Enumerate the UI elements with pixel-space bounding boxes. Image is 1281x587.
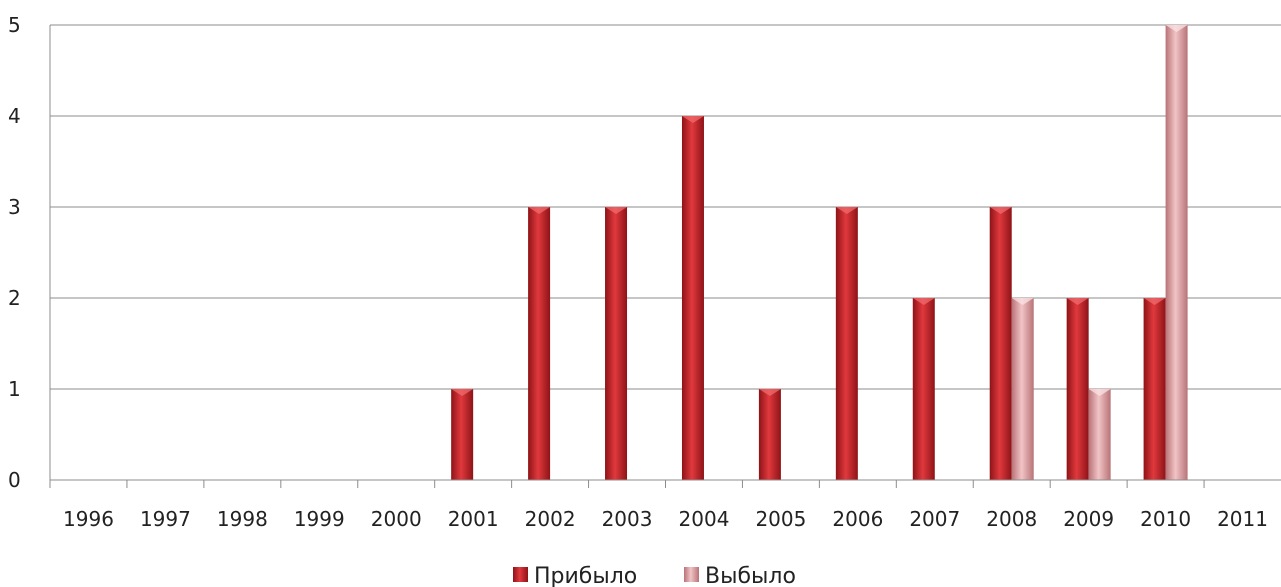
- bar-top-bevel: [835, 207, 858, 214]
- bar-top-bevel: [1011, 298, 1034, 305]
- bar-arrived: [605, 207, 628, 480]
- bar-top-bevel: [1143, 298, 1166, 305]
- x-tick-label: 2002: [525, 507, 576, 531]
- bar-top-bevel: [1165, 25, 1188, 32]
- x-tick-label: 2005: [755, 507, 806, 531]
- bar-top-bevel: [758, 389, 781, 396]
- legend-label-departed: Выбыло: [705, 564, 796, 587]
- bar-top-bevel: [605, 207, 628, 214]
- y-tick-label: 1: [8, 377, 21, 401]
- x-tick-label: 2008: [986, 507, 1037, 531]
- y-tick-label: 3: [8, 195, 21, 219]
- bar-arrived: [1143, 298, 1166, 480]
- x-tick-label: 1999: [294, 507, 345, 531]
- bar-departed: [1088, 389, 1111, 480]
- x-tick-label: 2010: [1140, 507, 1191, 531]
- legend-swatch-arrived: [513, 567, 528, 582]
- y-tick-label: 0: [8, 468, 21, 492]
- bar-arrived: [681, 116, 704, 480]
- bars: [451, 25, 1188, 480]
- x-tick-label: 2004: [679, 507, 730, 531]
- x-tick-label: 2009: [1063, 507, 1114, 531]
- x-tick-label: 1996: [63, 507, 114, 531]
- bar-arrived: [451, 389, 474, 480]
- bar-top-bevel: [451, 389, 474, 396]
- x-tick-label: 2003: [602, 507, 653, 531]
- bar-departed: [1011, 298, 1034, 480]
- legend: Прибыло Выбыло: [513, 564, 796, 587]
- legend-label-arrived: Прибыло: [534, 564, 637, 587]
- bar-top-bevel: [989, 207, 1012, 214]
- bar-top-bevel: [528, 207, 551, 214]
- x-tick-label: 2006: [832, 507, 883, 531]
- axes: 0 1 2 3 4 5 1996 1997 1998 1999 2000 2001 2002 2003 20…: [8, 13, 1281, 531]
- bar-top-bevel: [681, 116, 704, 123]
- x-tick-label: 1997: [140, 507, 191, 531]
- legend-swatch-departed: [684, 567, 699, 582]
- bar-arrived: [1066, 298, 1089, 480]
- bar-arrived: [758, 389, 781, 480]
- x-tick-label: 2000: [371, 507, 422, 531]
- x-tick-label: 2007: [909, 507, 960, 531]
- bar-arrived: [989, 207, 1012, 480]
- x-tick-label: 2001: [448, 507, 499, 531]
- y-tick-label: 5: [8, 13, 21, 37]
- bar-top-bevel: [1066, 298, 1089, 305]
- bar-top-bevel: [1088, 389, 1111, 396]
- x-tick-label: 2011: [1217, 507, 1268, 531]
- bar-arrived: [912, 298, 935, 480]
- y-tick-label: 4: [8, 104, 21, 128]
- x-tick-label: 1998: [217, 507, 268, 531]
- bar-top-bevel: [912, 298, 935, 305]
- bar-departed: [1165, 25, 1188, 480]
- bar-arrived: [528, 207, 551, 480]
- bar-arrived: [835, 207, 858, 480]
- y-tick-label: 2: [8, 286, 21, 310]
